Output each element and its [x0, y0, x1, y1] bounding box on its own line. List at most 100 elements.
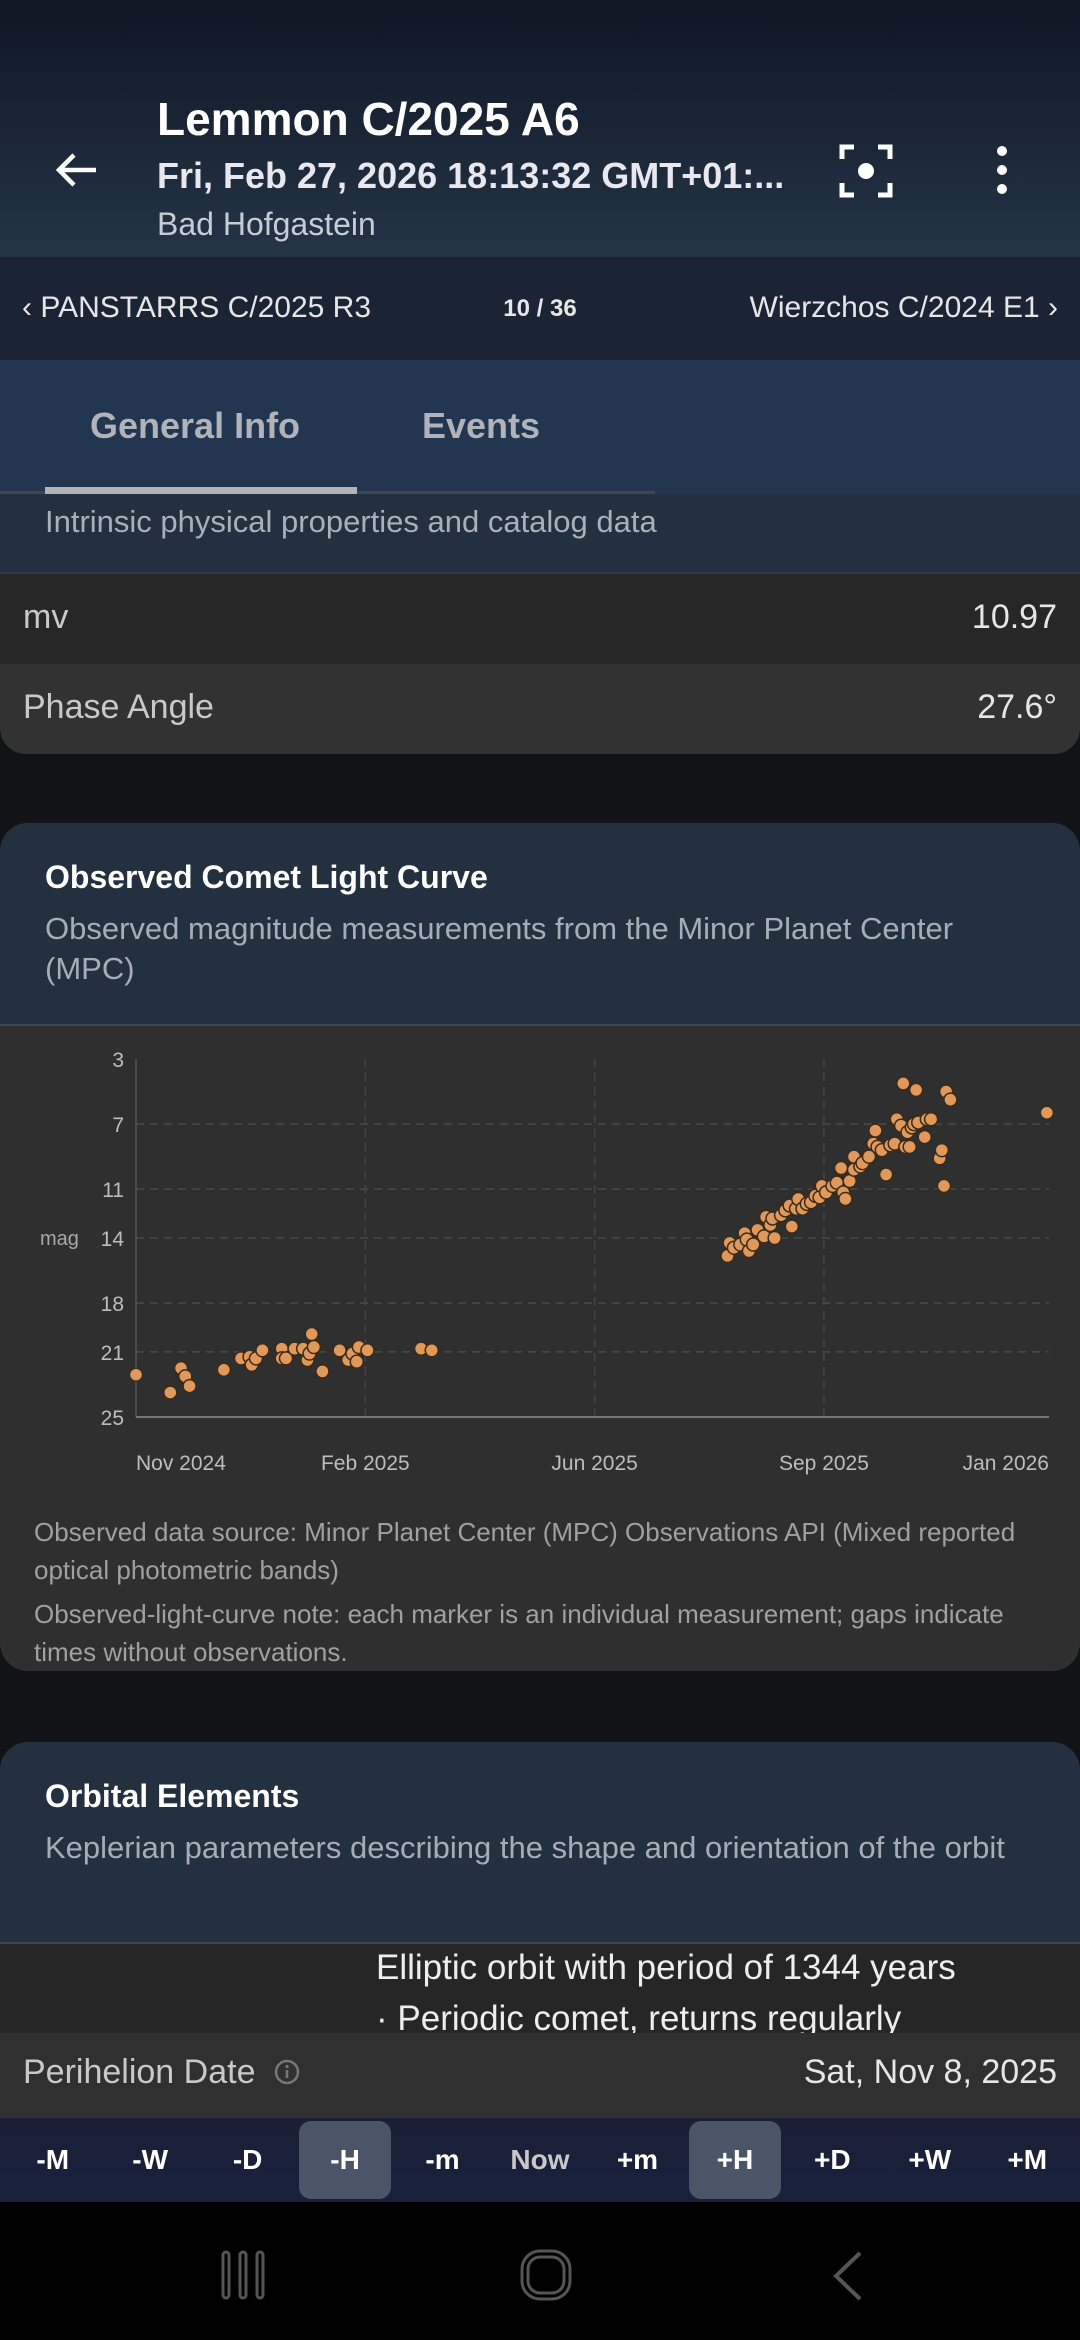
property-value: 27.6°	[977, 688, 1057, 726]
datetime[interactable]: Fri, Feb 27, 2026 18:13:32 GMT+01:...	[157, 155, 785, 196]
card-title: Orbital Elements	[45, 1778, 300, 1814]
y-axis-label: mag	[40, 1228, 79, 1250]
light-curve-note: Observed-light-curve note: each marker i…	[34, 1599, 1004, 1667]
data-point	[936, 1178, 952, 1194]
time-step-button[interactable]: -m	[425, 2144, 460, 2175]
object-counter: 10 / 36	[503, 295, 577, 322]
time-step-button[interactable]: +W	[908, 2144, 952, 2175]
data-point	[784, 1219, 800, 1234]
data-point	[349, 1354, 364, 1369]
prev-object-label: PANSTARRS C/2025 R3	[40, 291, 372, 324]
data-point	[182, 1378, 197, 1394]
data-point	[833, 1160, 849, 1176]
data-point	[163, 1385, 178, 1400]
data-point	[878, 1167, 894, 1182]
x-tick-label: Nov 2024	[136, 1452, 226, 1475]
more-vert-icon[interactable]	[987, 145, 1017, 195]
app-header: Lemmon C/2025 A6 Fri, Feb 27, 2026 18:13…	[0, 0, 1080, 257]
perihelion-label: Perihelion Date	[23, 2053, 256, 2091]
y-tick-label: 3	[112, 1049, 124, 1072]
page-title: Lemmon C/2025 A6	[157, 93, 580, 145]
data-point	[278, 1351, 294, 1366]
time-step-bar: -M -W -D -H -m Now +m +H +D +W +M	[0, 2118, 1080, 2202]
time-step-button[interactable]: +D	[814, 2144, 851, 2175]
y-tick-label: 14	[101, 1228, 125, 1251]
system-back-icon[interactable]	[830, 2250, 866, 2302]
section-subtitle: Intrinsic physical properties and catalo…	[45, 504, 657, 539]
card-header: Orbital Elements Keplerian parameters de…	[0, 1742, 1080, 1944]
time-step-button[interactable]: -M	[36, 2144, 70, 2175]
location: Bad Hofgastein	[157, 206, 376, 242]
time-step-button[interactable]: +M	[1007, 2144, 1048, 2175]
data-point	[838, 1191, 853, 1207]
info-icon[interactable]	[273, 2058, 301, 2086]
next-object-label: Wierzchos C/2024 E1	[749, 291, 1040, 324]
chevron-right-icon: ›	[1039, 291, 1058, 324]
home-icon[interactable]	[519, 2248, 573, 2302]
property-row-phase-angle: Phase Angle 27.6°	[0, 664, 1080, 754]
time-step-button[interactable]: -D	[232, 2144, 263, 2175]
data-point	[943, 1092, 958, 1107]
data-point	[902, 1139, 917, 1155]
orbit-period-text: Elliptic orbit with period of 1344 years	[376, 1948, 956, 1987]
property-value: 10.97	[971, 598, 1057, 636]
card-title: Observed Comet Light Curve	[45, 859, 488, 895]
data-point	[306, 1339, 322, 1355]
property-row-mv: mv 10.97	[0, 574, 1080, 664]
data-source-note: Observed data source: Minor Planet Cente…	[34, 1517, 1016, 1585]
next-object-button[interactable]: Wierzchos C/2024 E1 ›	[750, 291, 1058, 325]
data-point	[216, 1362, 232, 1378]
orbit-description: Elliptic orbit with period of 1344 years…	[0, 1944, 1080, 2033]
intrinsic-section-header: Intrinsic physical properties and catalo…	[0, 494, 1080, 574]
time-step-button[interactable]: Now	[510, 2144, 570, 2175]
system-nav-bar	[0, 2202, 1080, 2340]
tab-indicator	[45, 487, 357, 494]
tab-bar: General Info Events	[0, 360, 1080, 494]
chevron-left-icon: ‹	[22, 291, 41, 324]
y-tick-label: 21	[101, 1342, 124, 1365]
time-step-button[interactable]: +m	[616, 2144, 659, 2175]
data-point	[934, 1142, 950, 1158]
data-point	[923, 1111, 939, 1127]
x-tick-label: Jan 2026	[963, 1452, 1049, 1475]
property-label: Phase Angle	[23, 688, 214, 726]
center-focus-icon[interactable]	[838, 143, 894, 199]
recent-apps-icon[interactable]	[218, 2250, 268, 2300]
data-point	[304, 1326, 319, 1342]
x-tick-label: Jun 2025	[551, 1452, 637, 1475]
arrow-back-icon[interactable]	[52, 145, 102, 195]
time-step-button[interactable]: -H	[299, 2121, 392, 2199]
data-point	[767, 1230, 782, 1246]
data-point	[128, 1367, 144, 1382]
property-label: Perihelion Date	[23, 2053, 301, 2092]
y-tick-label: 18	[101, 1293, 124, 1316]
property-label: mv	[23, 598, 69, 636]
data-point	[360, 1343, 375, 1358]
data-point	[861, 1149, 877, 1164]
card-header: Observed Comet Light Curve Observed magn…	[0, 823, 1080, 1026]
data-point	[908, 1082, 924, 1098]
y-tick-label: 7	[112, 1114, 124, 1137]
data-point	[868, 1123, 883, 1138]
light-curve-chart: 3 7 11 14 18 21 25 Nov 2024 Feb 2025 Jun 2025 Sep …	[40, 1049, 1055, 1475]
card-subtitle: Keplerian parameters describing the shap…	[45, 1830, 1005, 1865]
y-tick-label: 11	[102, 1179, 124, 1202]
tab-general-info[interactable]: General Info	[90, 405, 301, 446]
prev-object-button[interactable]: ‹ PANSTARRS C/2025 R3	[22, 291, 371, 325]
data-point	[315, 1364, 330, 1379]
x-tick-label: Sep 2025	[779, 1452, 869, 1475]
orbit-type-text: · Periodic comet, returns regularly	[376, 1999, 902, 2033]
time-step-button[interactable]: -W	[132, 2144, 169, 2175]
tab-events[interactable]: Events	[422, 405, 541, 446]
data-point	[745, 1237, 761, 1252]
x-tick-label: Feb 2025	[321, 1452, 410, 1475]
data-point	[1039, 1105, 1055, 1120]
data-point	[424, 1343, 440, 1358]
light-curve-card: Observed Comet Light Curve Observed magn…	[0, 823, 1080, 1671]
time-step-button[interactable]: +H	[688, 2121, 781, 2199]
y-tick-label: 25	[101, 1407, 124, 1430]
object-navigator: ‹ PANSTARRS C/2025 R3 10 / 36 Wierzchos …	[0, 257, 1080, 360]
data-point	[917, 1129, 932, 1145]
property-value: Sat, Nov 8, 2025	[803, 2053, 1057, 2091]
data-point	[896, 1076, 911, 1091]
